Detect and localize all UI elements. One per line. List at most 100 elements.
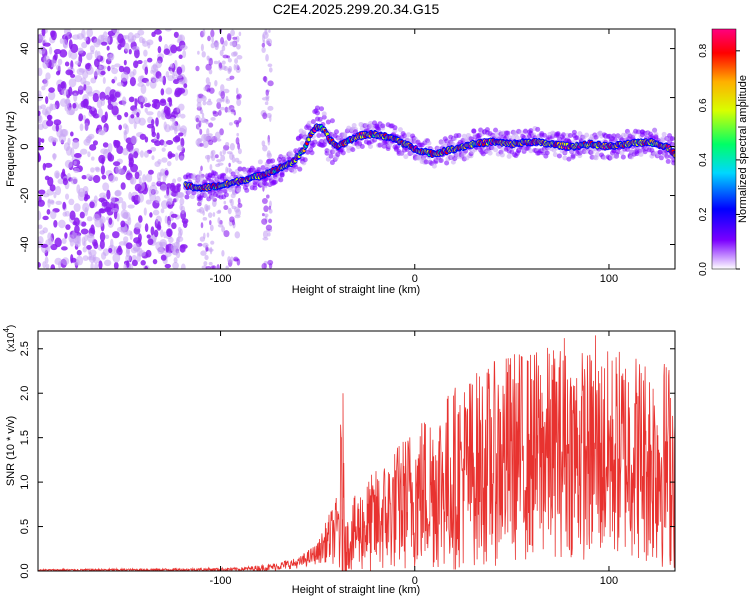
ridge-halo <box>213 171 219 177</box>
ridge-halo <box>657 149 663 155</box>
noise-blob <box>38 114 43 124</box>
noise-blob <box>114 63 121 68</box>
noise-blob <box>177 191 185 199</box>
noise-blob <box>38 261 41 268</box>
noise-blob <box>153 229 159 238</box>
noise-blob <box>179 155 185 161</box>
y-tick-label: -20 <box>19 188 31 204</box>
noise-blob <box>226 33 232 41</box>
ridge-halo <box>291 168 297 174</box>
noise-blob <box>168 236 174 243</box>
y-tick-label: 2.0 <box>19 386 31 401</box>
noise-blob <box>172 178 177 184</box>
noise-blob <box>163 48 171 56</box>
noise-blob <box>199 236 206 242</box>
ridge-halo <box>256 167 262 173</box>
noise-blob <box>179 204 183 211</box>
ridge-halo <box>230 171 236 177</box>
noise-blob <box>176 106 180 113</box>
noise-blob <box>91 156 95 161</box>
noise-blob <box>202 140 209 149</box>
noise-blob <box>123 59 127 66</box>
ridge-halo <box>302 157 308 163</box>
ridge-halo <box>638 151 644 157</box>
noise-blob <box>236 98 242 107</box>
snr-multiplier-text: (x10 <box>6 332 17 352</box>
noise-blob <box>134 183 142 192</box>
spectrogram-x-axis-label: Height of straight line (km) <box>292 284 420 296</box>
noise-blob <box>65 69 74 76</box>
noise-blob <box>264 213 269 218</box>
noise-blob <box>220 90 226 99</box>
noise-blob <box>155 60 162 69</box>
noise-blob <box>230 198 234 207</box>
noise-blob <box>155 117 159 127</box>
noise-blob <box>265 54 269 62</box>
ridge-halo <box>301 130 307 136</box>
noise-blob <box>55 70 61 76</box>
ridge-halo <box>555 132 561 138</box>
noise-blob <box>177 226 182 233</box>
noise-blob <box>151 102 158 109</box>
noise-blob <box>147 41 151 49</box>
noise-blob <box>160 254 167 261</box>
noise-blob <box>178 103 185 111</box>
noise-blob <box>112 161 121 167</box>
noise-blob <box>165 87 173 95</box>
noise-blob <box>206 128 210 136</box>
ridge-halo <box>574 135 580 141</box>
noise-blob <box>92 256 101 264</box>
noise-blob <box>177 87 186 94</box>
noise-blob <box>142 174 147 183</box>
noise-blob <box>218 109 222 116</box>
noise-blob <box>45 106 52 115</box>
noise-blob <box>210 150 214 159</box>
ridge-halo <box>316 132 322 138</box>
noise-blob <box>68 39 73 50</box>
noise-blob <box>83 240 87 247</box>
y-tick-label: 20 <box>19 91 31 103</box>
noise-blob <box>74 74 83 83</box>
spectrogram-x-ticks: -100 0 100 <box>210 29 618 285</box>
noise-blob <box>128 48 132 55</box>
noise-blob <box>106 216 110 221</box>
noise-blob <box>196 101 202 109</box>
noise-blob <box>216 159 222 163</box>
spectrogram-y-axis-label: Frequency (Hz) <box>5 111 17 187</box>
ridge-halo <box>309 150 315 156</box>
noise-blob <box>219 98 225 102</box>
noise-blob <box>104 35 111 42</box>
ridge-halo <box>236 187 242 193</box>
noise-blob <box>102 248 110 256</box>
noise-blob <box>54 257 63 266</box>
noise-blob <box>99 239 105 250</box>
noise-blob <box>145 249 152 258</box>
noise-blob <box>41 29 46 37</box>
noise-blob <box>179 244 186 253</box>
noise-blob <box>128 191 132 200</box>
noise-blob <box>200 165 203 172</box>
noise-blob <box>143 207 147 216</box>
noise-blob <box>170 44 178 54</box>
ridge-halo <box>505 130 511 136</box>
noise-blob <box>116 82 124 87</box>
noise-blob <box>63 142 70 152</box>
noise-blob <box>204 204 209 212</box>
noise-blob <box>124 112 129 118</box>
noise-blob <box>266 194 270 199</box>
noise-blob <box>156 132 160 140</box>
noise-blob <box>237 142 241 150</box>
noise-blob <box>144 265 149 269</box>
noise-blob <box>147 169 154 175</box>
ridge-halo <box>658 155 664 161</box>
noise-blob <box>176 144 184 151</box>
noise-blob <box>199 143 204 147</box>
noise-blob <box>50 210 57 220</box>
noise-blob <box>117 196 124 204</box>
noise-blob <box>235 64 239 70</box>
noise-blob <box>106 53 114 61</box>
noise-blob <box>177 177 182 182</box>
noise-blob <box>60 246 68 251</box>
noise-blob <box>146 234 151 239</box>
noise-blob <box>134 33 141 39</box>
